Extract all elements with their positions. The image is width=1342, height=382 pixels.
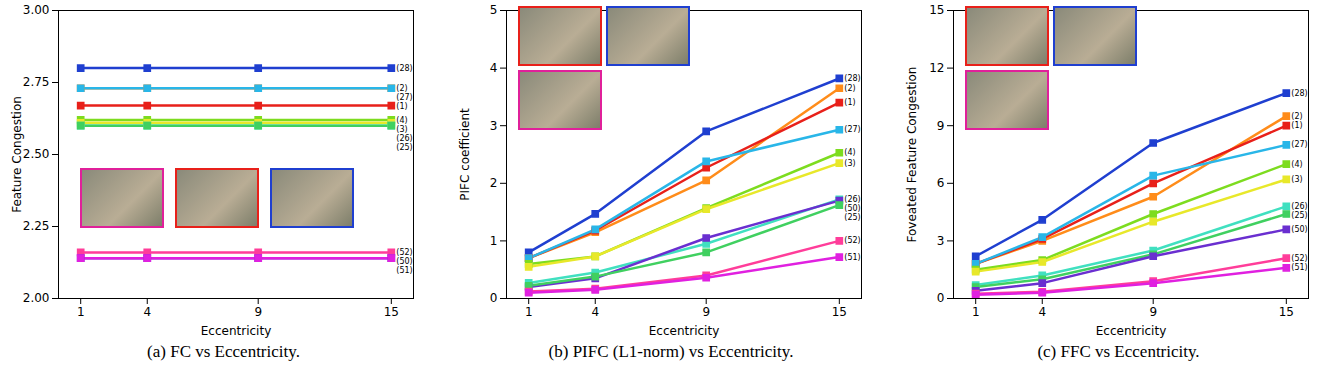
- svg-text:(3): (3): [844, 159, 855, 168]
- svg-text:(26): (26): [1291, 202, 1307, 211]
- svg-text:(25): (25): [844, 213, 860, 222]
- svg-text:(3): (3): [1291, 175, 1302, 184]
- svg-text:(27): (27): [1291, 140, 1307, 149]
- svg-text:15: 15: [929, 3, 944, 17]
- svg-text:(50): (50): [844, 204, 860, 213]
- svg-text:4: 4: [591, 305, 599, 319]
- svg-text:2.00: 2.00: [23, 291, 50, 305]
- svg-text:1: 1: [524, 305, 532, 319]
- svg-text:(27): (27): [396, 93, 412, 102]
- svg-text:6: 6: [937, 176, 945, 190]
- svg-text:15: 15: [1279, 305, 1294, 319]
- svg-text:4: 4: [143, 305, 151, 319]
- svg-text:2.50: 2.50: [23, 147, 50, 161]
- svg-text:(50): (50): [396, 257, 412, 266]
- svg-text:(1): (1): [844, 98, 855, 107]
- svg-text:0: 0: [489, 291, 497, 305]
- svg-text:(51): (51): [844, 253, 860, 262]
- svg-text:(25): (25): [1291, 211, 1307, 220]
- svg-text:2.25: 2.25: [23, 219, 50, 233]
- svg-text:3: 3: [489, 119, 497, 133]
- svg-text:PIFC coefficient: PIFC coefficient: [458, 108, 472, 201]
- svg-text:2: 2: [489, 176, 497, 190]
- svg-text:3.00: 3.00: [23, 3, 50, 17]
- svg-text:(52): (52): [396, 248, 412, 257]
- svg-text:9: 9: [702, 305, 710, 319]
- svg-text:1: 1: [972, 305, 980, 319]
- svg-text:(2): (2): [1291, 112, 1302, 121]
- svg-text:(4): (4): [844, 148, 855, 157]
- svg-text:(4): (4): [396, 116, 407, 125]
- svg-text:1: 1: [77, 305, 85, 319]
- svg-text:4: 4: [1038, 305, 1046, 319]
- svg-text:(25): (25): [396, 143, 412, 152]
- svg-text:(2): (2): [844, 84, 855, 93]
- svg-text:Eccentricity: Eccentricity: [1096, 324, 1166, 338]
- svg-text:(3): (3): [396, 125, 407, 134]
- svg-text:(28): (28): [1291, 89, 1307, 98]
- svg-text:(2): (2): [396, 84, 407, 93]
- svg-text:0: 0: [937, 291, 945, 305]
- svg-text:9: 9: [254, 305, 262, 319]
- svg-text:(51): (51): [1291, 263, 1307, 272]
- svg-text:3: 3: [937, 234, 945, 248]
- svg-text:(4): (4): [1291, 160, 1302, 169]
- svg-text:15: 15: [831, 305, 846, 319]
- svg-text:Eccentricity: Eccentricity: [201, 324, 271, 338]
- svg-text:(50): (50): [1291, 225, 1307, 234]
- svg-text:(26): (26): [844, 195, 860, 204]
- svg-text:(27): (27): [844, 125, 860, 134]
- svg-text:15: 15: [384, 305, 399, 319]
- svg-text:1: 1: [489, 234, 497, 248]
- svg-text:12: 12: [929, 61, 944, 75]
- html-text:(a) FC vs Eccentricity.: (a) FC vs Eccentricity.: [147, 342, 300, 361]
- html-text:(b) PIFC (L1-norm) vs Eccentri: (b) PIFC (L1-norm) vs Eccentricity.: [548, 342, 794, 361]
- svg-text:(51): (51): [396, 266, 412, 275]
- svg-text:Feature Congestion: Feature Congestion: [10, 96, 24, 213]
- svg-text:4: 4: [489, 61, 497, 75]
- svg-text:(26): (26): [396, 134, 412, 143]
- svg-text:(28): (28): [844, 74, 860, 83]
- html-text:(c) FFC vs Eccentricity.: (c) FFC vs Eccentricity.: [1037, 342, 1200, 361]
- svg-text:(1): (1): [396, 102, 407, 111]
- svg-text:9: 9: [937, 119, 945, 133]
- svg-text:(52): (52): [844, 236, 860, 245]
- svg-text:Eccentricity: Eccentricity: [648, 324, 718, 338]
- svg-text:(1): (1): [1291, 121, 1302, 130]
- svg-text:Foveated Feature Congestion: Foveated Feature Congestion: [905, 67, 919, 243]
- svg-text:9: 9: [1149, 305, 1157, 319]
- svg-text:(52): (52): [1291, 254, 1307, 263]
- svg-text:(28): (28): [396, 64, 412, 73]
- svg-text:5: 5: [489, 3, 497, 17]
- svg-text:2.75: 2.75: [23, 75, 50, 89]
